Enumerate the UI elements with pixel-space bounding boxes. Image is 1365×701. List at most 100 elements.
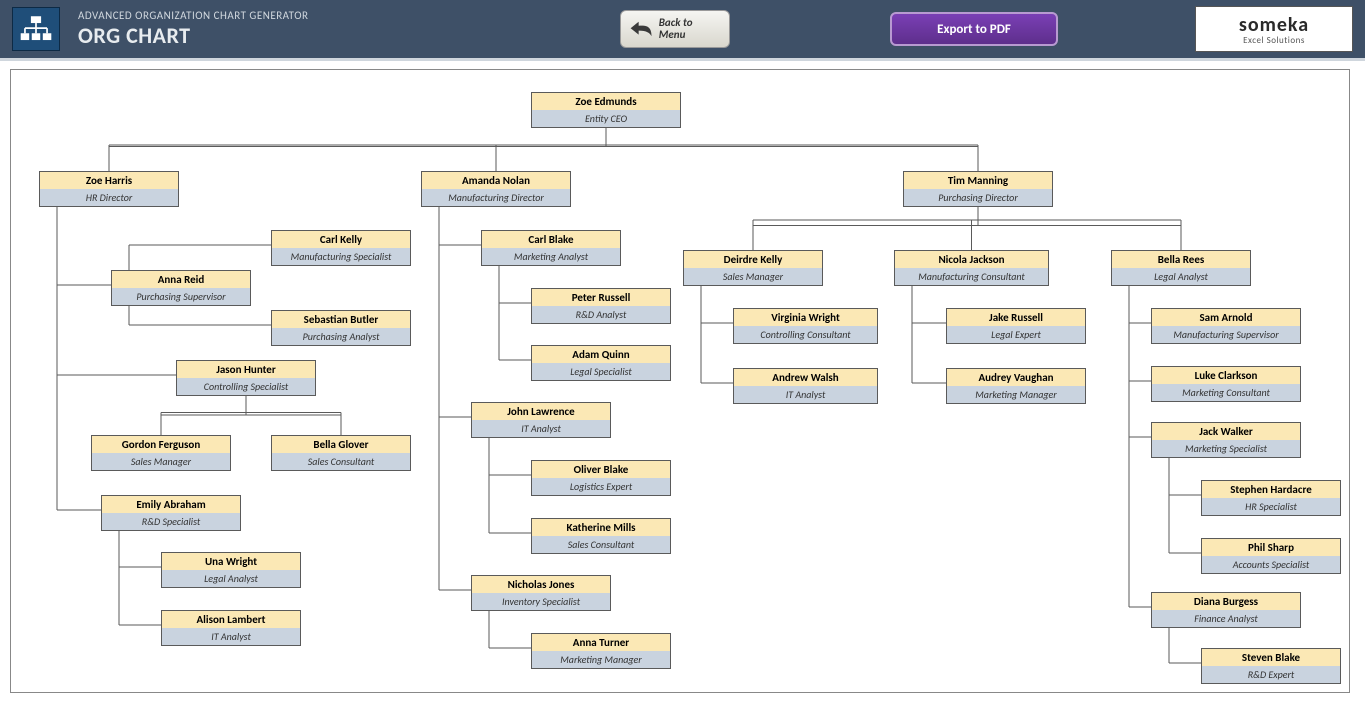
org-node-name: Carl Blake xyxy=(482,231,620,248)
org-node-name: Alison Lambert xyxy=(162,611,300,628)
org-node-role: HR Specialist xyxy=(1202,498,1340,515)
org-node-role: Marketing Consultant xyxy=(1152,384,1300,401)
org-node-role: R&D Expert xyxy=(1202,666,1340,683)
org-node-name: Zoe Edmunds xyxy=(532,93,680,110)
org-node-role: Marketing Specialist xyxy=(1152,440,1300,457)
org-node: Amanda NolanManufacturing Director xyxy=(421,171,571,207)
org-node-name: Bella Rees xyxy=(1112,251,1250,268)
org-node-role: IT Analyst xyxy=(472,420,610,437)
header-subtitle: ADVANCED ORGANIZATION CHART GENERATOR xyxy=(78,9,308,22)
org-node-role: Sales Consultant xyxy=(532,536,670,553)
header-titles: ADVANCED ORGANIZATION CHART GENERATOR OR… xyxy=(78,9,308,49)
org-node-role: Manufacturing Specialist xyxy=(272,248,410,265)
org-node: Una WrightLegal Analyst xyxy=(161,552,301,588)
org-node-name: Nicholas Jones xyxy=(472,576,610,593)
brand-tagline: Excel Solutions xyxy=(1243,35,1305,46)
org-node: Luke ClarksonMarketing Consultant xyxy=(1151,366,1301,402)
org-node: Sebastian ButlerPurchasing Analyst xyxy=(271,310,411,346)
org-node: Adam QuinnLegal Specialist xyxy=(531,345,671,381)
org-node: Nicholas JonesInventory Specialist xyxy=(471,575,611,611)
header-title: ORG CHART xyxy=(78,22,308,49)
org-node: Anna ReidPurchasing Supervisor xyxy=(111,270,251,306)
org-node: Katherine MillsSales Consultant xyxy=(531,518,671,554)
org-node: Jake RussellLegal Expert xyxy=(946,308,1086,344)
org-node-role: Logistics Expert xyxy=(532,478,670,495)
org-node-role: Legal Expert xyxy=(947,326,1085,343)
org-node-role: Sales Manager xyxy=(92,453,230,470)
org-node: Diana BurgessFinance Analyst xyxy=(1151,592,1301,628)
org-node-role: Legal Analyst xyxy=(1112,268,1250,285)
org-node-name: Carl Kelly xyxy=(272,231,410,248)
org-node-role: Purchasing Director xyxy=(904,189,1052,206)
org-node-name: Anna Reid xyxy=(112,271,250,288)
org-node-name: Oliver Blake xyxy=(532,461,670,478)
org-node-name: Diana Burgess xyxy=(1152,593,1300,610)
org-node-role: Entity CEO xyxy=(532,110,680,127)
org-node: Audrey VaughanMarketing Manager xyxy=(946,368,1086,404)
org-node: Gordon FergusonSales Manager xyxy=(91,435,231,471)
org-node: Deirdre KellySales Manager xyxy=(683,250,823,286)
org-node-name: John Lawrence xyxy=(472,403,610,420)
app-logo-icon xyxy=(12,7,60,51)
org-node-name: Sebastian Butler xyxy=(272,311,410,328)
org-node-role: Controlling Specialist xyxy=(177,378,315,395)
back-button-label: Back to Menu xyxy=(659,17,721,41)
back-to-menu-button[interactable]: Back to Menu xyxy=(620,10,730,48)
org-node: Sam ArnoldManufacturing Supervisor xyxy=(1151,308,1301,344)
org-node: Steven BlakeR&D Expert xyxy=(1201,648,1341,684)
org-node: Emily AbrahamR&D Specialist xyxy=(101,495,241,531)
org-node-name: Amanda Nolan xyxy=(422,172,570,189)
org-node: Carl KellyManufacturing Specialist xyxy=(271,230,411,266)
org-node: Nicola JacksonManufacturing Consultant xyxy=(894,250,1049,286)
org-node-role: Controlling Consultant xyxy=(734,326,877,343)
brand-name: someka xyxy=(1239,13,1309,37)
chart-canvas-wrap: Zoe EdmundsEntity CEO Zoe HarrisHR Direct… xyxy=(0,61,1365,701)
org-node: Virginia WrightControlling Consultant xyxy=(733,308,878,344)
org-node-role: Manufacturing Consultant xyxy=(895,268,1048,285)
org-node: Phil SharpAccounts Specialist xyxy=(1201,538,1341,574)
export-pdf-button[interactable]: Export to PDF xyxy=(890,12,1058,46)
org-node-role: Marketing Analyst xyxy=(482,248,620,265)
org-node-role: Manufacturing Director xyxy=(422,189,570,206)
org-node-name: Sam Arnold xyxy=(1152,309,1300,326)
org-node-role: Sales Manager xyxy=(684,268,822,285)
org-node: Jack WalkerMarketing Specialist xyxy=(1151,422,1301,458)
export-button-label: Export to PDF xyxy=(937,22,1011,37)
org-node: Carl BlakeMarketing Analyst xyxy=(481,230,621,266)
org-node: Bella ReesLegal Analyst xyxy=(1111,250,1251,286)
org-node-role: Legal Analyst xyxy=(162,570,300,587)
org-node-name: Jake Russell xyxy=(947,309,1085,326)
org-node-role: HR Director xyxy=(40,189,178,206)
org-node-name: Luke Clarkson xyxy=(1152,367,1300,384)
back-arrow-icon xyxy=(629,18,655,40)
app-header: ADVANCED ORGANIZATION CHART GENERATOR OR… xyxy=(0,0,1365,58)
org-node-name: Virginia Wright xyxy=(734,309,877,326)
org-node: Tim ManningPurchasing Director xyxy=(903,171,1053,207)
org-node-name: Anna Turner xyxy=(532,634,670,651)
org-node-name: Gordon Ferguson xyxy=(92,436,230,453)
org-node-role: Legal Specialist xyxy=(532,363,670,380)
org-node-role: R&D Specialist xyxy=(102,513,240,530)
org-node: Alison LambertIT Analyst xyxy=(161,610,301,646)
org-node: Peter RussellR&D Analyst xyxy=(531,288,671,324)
org-node-role: Marketing Manager xyxy=(532,651,670,668)
brand-badge: someka Excel Solutions xyxy=(1195,6,1353,52)
org-node: Oliver BlakeLogistics Expert xyxy=(531,460,671,496)
org-node-role: Purchasing Analyst xyxy=(272,328,410,345)
org-node-role: Accounts Specialist xyxy=(1202,556,1340,573)
org-node: Jason HunterControlling Specialist xyxy=(176,360,316,396)
org-node-name: Una Wright xyxy=(162,553,300,570)
org-node-name: Jack Walker xyxy=(1152,423,1300,440)
org-node-role: Sales Consultant xyxy=(272,453,410,470)
org-node-name: Zoe Harris xyxy=(40,172,178,189)
org-node-name: Katherine Mills xyxy=(532,519,670,536)
org-node-role: Inventory Specialist xyxy=(472,593,610,610)
org-node-role: Finance Analyst xyxy=(1152,610,1300,627)
org-node-name: Emily Abraham xyxy=(102,496,240,513)
org-node-name: Andrew Walsh xyxy=(734,369,877,386)
org-node: Anna TurnerMarketing Manager xyxy=(531,633,671,669)
org-node-role: IT Analyst xyxy=(162,628,300,645)
org-node: Zoe EdmundsEntity CEO xyxy=(531,92,681,128)
org-node-name: Steven Blake xyxy=(1202,649,1340,666)
org-node-role: Manufacturing Supervisor xyxy=(1152,326,1300,343)
